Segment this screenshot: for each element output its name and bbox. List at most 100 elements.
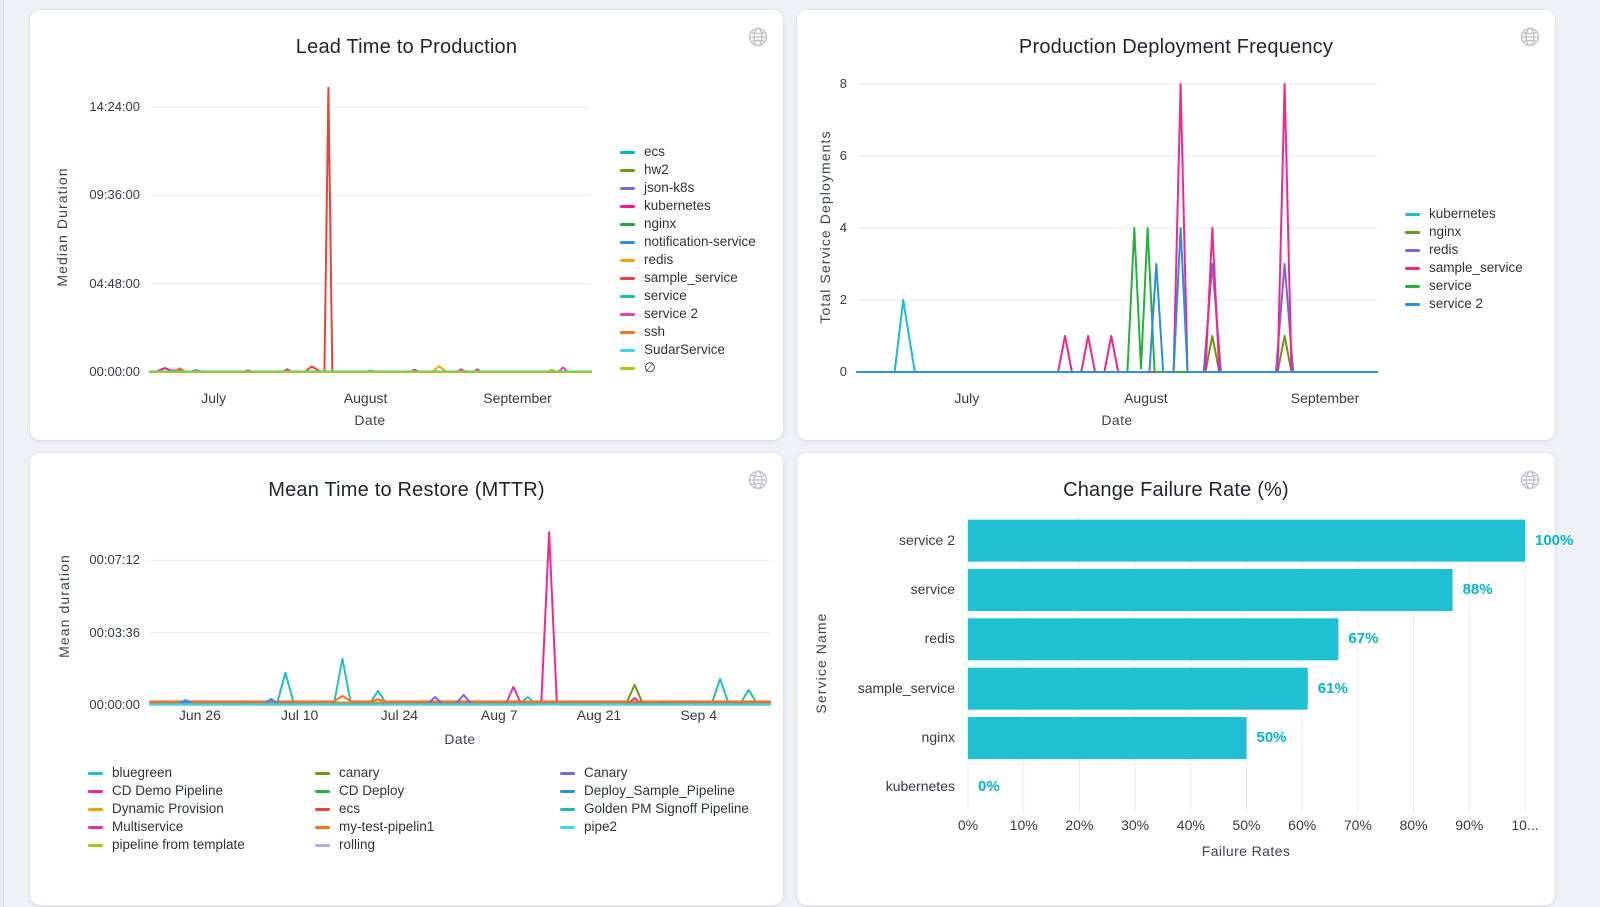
x-tick-label: 60% bbox=[1288, 817, 1317, 833]
legend-swatch bbox=[560, 807, 575, 811]
legend-swatch bbox=[88, 807, 103, 811]
x-tick-label: 90% bbox=[1455, 817, 1484, 833]
x-tick-label: August bbox=[1124, 390, 1168, 406]
legend-item-ssh[interactable]: ssh bbox=[620, 324, 665, 340]
legend-label: rolling bbox=[339, 837, 376, 852]
legend-label: service 2 bbox=[1429, 296, 1484, 311]
legend-swatch bbox=[620, 222, 635, 226]
bar-value-label: 0% bbox=[978, 778, 1000, 796]
legend-swatch bbox=[88, 789, 103, 793]
legend-label: service 2 bbox=[644, 306, 699, 321]
legend-label: hw2 bbox=[644, 162, 669, 177]
bar-service[interactable] bbox=[968, 569, 1453, 611]
legend-item-redis[interactable]: redis bbox=[620, 252, 673, 268]
legend-label: Golden PM Signoff Pipeline bbox=[584, 801, 749, 816]
legend-item-service-2[interactable]: service 2 bbox=[1405, 296, 1483, 312]
globe-icon[interactable] bbox=[1519, 469, 1541, 491]
legend-label: Dynamic Provision bbox=[112, 801, 224, 816]
legend-label: kubernetes bbox=[1429, 206, 1496, 221]
series-line-sample_service[interactable] bbox=[149, 86, 592, 373]
legend-item-pipeline-from-template[interactable]: pipeline from template bbox=[88, 837, 245, 853]
legend-swatch bbox=[315, 825, 330, 829]
legend-item-notification-service[interactable]: notification-service bbox=[620, 234, 756, 250]
legend-swatch bbox=[1405, 248, 1420, 252]
series-line-Canary[interactable] bbox=[149, 693, 771, 706]
legend-label: ecs bbox=[644, 144, 666, 159]
series-line-my-test-pipelin1[interactable] bbox=[149, 695, 771, 703]
legend-label: Deploy_Sample_Pipeline bbox=[584, 783, 735, 798]
legend-item-ecs[interactable]: ecs bbox=[315, 801, 360, 817]
bar-value-label: 50% bbox=[1256, 729, 1287, 746]
legend-item-ecs[interactable]: ecs bbox=[620, 144, 665, 160]
bar-category-label: kubernetes bbox=[885, 778, 955, 795]
y-tick-label: 04:48:00 bbox=[89, 275, 140, 291]
legend-swatch bbox=[620, 168, 635, 172]
legend-item-rolling[interactable]: rolling bbox=[315, 837, 375, 853]
chart-canvas[interactable] bbox=[149, 510, 771, 706]
legend-item-Dynamic-Provision[interactable]: Dynamic Provision bbox=[88, 801, 224, 817]
legend-item-service[interactable]: service bbox=[1405, 278, 1472, 294]
legend-item-bluegreen[interactable]: bluegreen bbox=[88, 765, 172, 781]
legend-item-Multiservice[interactable]: Multiservice bbox=[88, 819, 183, 835]
legend-item-json-k8s[interactable]: json-k8s bbox=[620, 180, 694, 196]
y-axis-title: Median Duration bbox=[54, 167, 70, 287]
legend-item-CD-Deploy[interactable]: CD Deploy bbox=[315, 783, 404, 799]
chart-canvas[interactable] bbox=[967, 516, 1526, 812]
legend-item-sample_service[interactable]: sample_service bbox=[620, 270, 738, 286]
series-line-service-2[interactable] bbox=[149, 366, 592, 373]
legend-item-my-test-pipelin1[interactable]: my-test-pipelin1 bbox=[315, 819, 434, 835]
legend-item-kubernetes[interactable]: kubernetes bbox=[1405, 206, 1496, 222]
legend-item-kubernetes[interactable]: kubernetes bbox=[620, 198, 711, 214]
bar-sample_service[interactable] bbox=[968, 667, 1308, 710]
globe-icon[interactable] bbox=[1519, 26, 1541, 48]
x-tick-label: 80% bbox=[1399, 817, 1428, 833]
legend-swatch bbox=[1405, 230, 1420, 234]
series-line-service-2[interactable] bbox=[856, 227, 1378, 373]
legend-swatch bbox=[560, 789, 575, 793]
legend-item-CD-Demo-Pipeline[interactable]: CD Demo Pipeline bbox=[88, 783, 223, 799]
legend-item-nginx[interactable]: nginx bbox=[1405, 224, 1461, 240]
legend-item-Canary[interactable]: Canary bbox=[560, 765, 628, 781]
y-tick-label: 2 bbox=[839, 292, 847, 307]
series-line-bluegreen[interactable] bbox=[149, 657, 771, 705]
legend-swatch bbox=[620, 186, 635, 190]
legend-swatch bbox=[620, 258, 635, 262]
legend-item-nginx[interactable]: nginx bbox=[620, 216, 676, 232]
globe-icon[interactable] bbox=[747, 26, 769, 48]
card-mean-time-to-restore: Mean Time to Restore (MTTR) Mean duratio… bbox=[30, 453, 783, 905]
series-line-∅[interactable] bbox=[149, 368, 592, 373]
x-tick-label: 40% bbox=[1176, 817, 1205, 833]
x-tick-label: 30% bbox=[1121, 817, 1150, 833]
series-line-CD-Demo-Pipeline[interactable] bbox=[149, 531, 771, 706]
legend-item-pipe2[interactable]: pipe2 bbox=[560, 819, 617, 835]
legend-swatch bbox=[1405, 266, 1420, 270]
chart-canvas[interactable] bbox=[149, 85, 592, 373]
bar-nginx[interactable] bbox=[968, 717, 1247, 759]
legend-label: kubernetes bbox=[644, 198, 711, 213]
y-tick-label: 4 bbox=[839, 220, 847, 235]
legend-swatch bbox=[620, 240, 635, 244]
legend-item-service[interactable]: service bbox=[620, 288, 687, 304]
legend-label: pipe2 bbox=[584, 819, 618, 834]
x-axis-title: Failure Rates bbox=[1201, 843, 1291, 859]
legend-item-redis[interactable]: redis bbox=[1405, 242, 1458, 258]
legend-swatch bbox=[620, 276, 635, 280]
legend-label: nginx bbox=[644, 216, 677, 231]
legend-label: CD Deploy bbox=[339, 783, 405, 798]
series-line-redis[interactable] bbox=[856, 263, 1378, 373]
bar-service-2[interactable] bbox=[968, 519, 1525, 562]
legend-item-Golden-PM-Signoff-Pipeline[interactable]: Golden PM Signoff Pipeline bbox=[560, 801, 749, 817]
legend-item-hw2[interactable]: hw2 bbox=[620, 162, 669, 178]
globe-icon[interactable] bbox=[747, 469, 769, 491]
legend-item-SudarService[interactable]: SudarService bbox=[620, 342, 725, 358]
legend-swatch bbox=[620, 366, 635, 370]
bar-redis[interactable] bbox=[968, 618, 1339, 661]
legend-item-sample_service[interactable]: sample_service bbox=[1405, 260, 1523, 276]
x-tick-label: 20% bbox=[1065, 817, 1094, 833]
bar-category-label: redis bbox=[924, 630, 955, 647]
legend-item-Deploy_Sample_Pipeline[interactable]: Deploy_Sample_Pipeline bbox=[560, 783, 735, 799]
legend-item-∅[interactable]: ∅ bbox=[620, 360, 656, 376]
legend-item-canary[interactable]: canary bbox=[315, 765, 380, 781]
legend-item-service-2[interactable]: service 2 bbox=[620, 306, 698, 322]
chart-canvas[interactable] bbox=[856, 83, 1378, 373]
